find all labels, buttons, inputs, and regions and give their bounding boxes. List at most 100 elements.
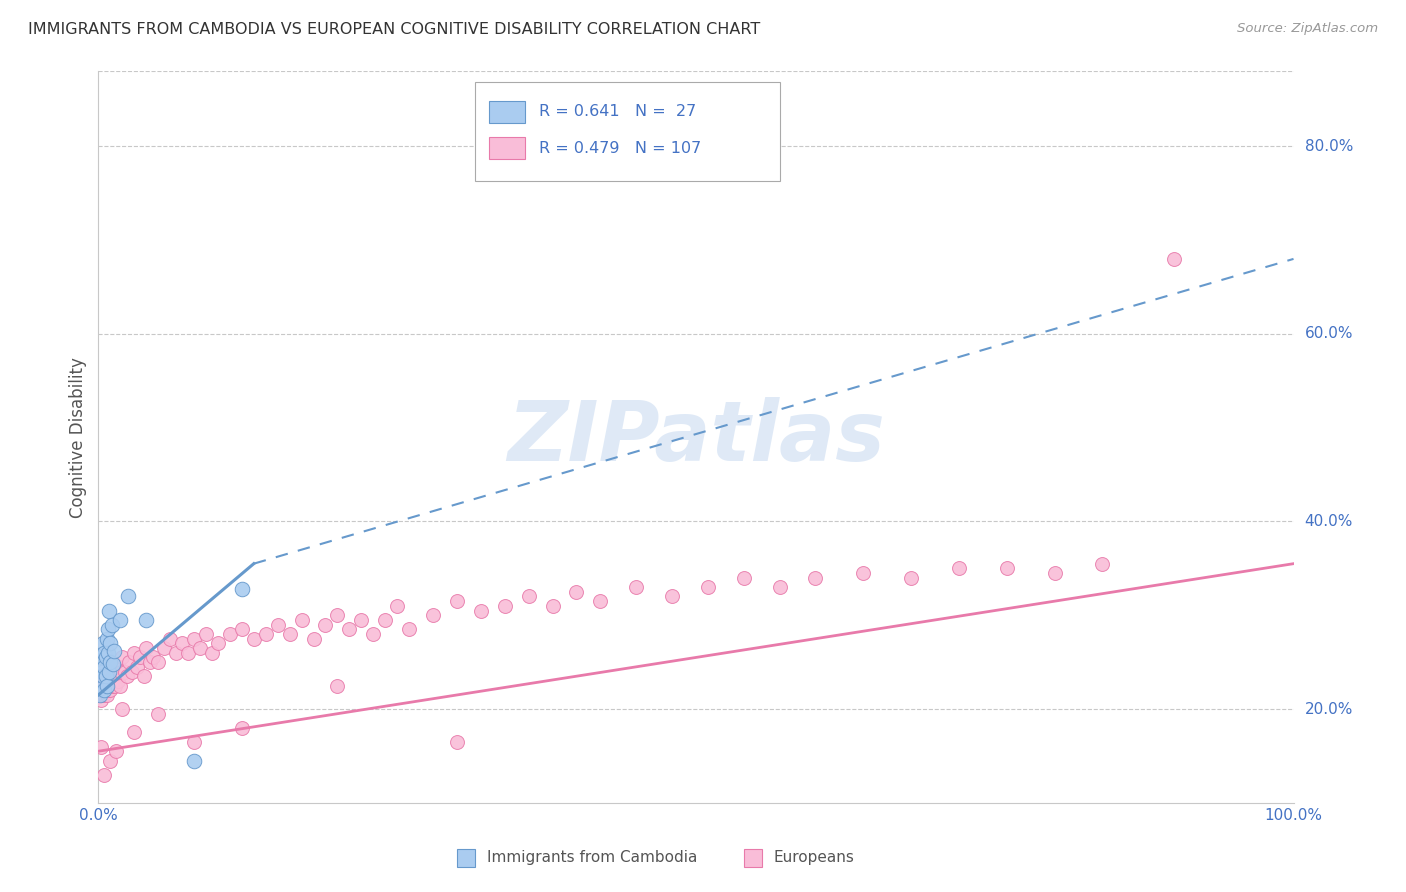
- Point: [98, 636, 122, 650]
- Point: [97, 669, 120, 683]
- Point: [93, 688, 115, 702]
- Point: [94, 669, 117, 683]
- Point: [398, 623, 420, 637]
- Point: [107, 660, 129, 674]
- Point: [183, 632, 205, 646]
- Point: [103, 665, 125, 679]
- Point: [94, 683, 117, 698]
- Point: [132, 669, 155, 683]
- Bar: [489, 101, 524, 122]
- Point: [339, 623, 361, 637]
- Point: [517, 590, 540, 604]
- Point: [422, 608, 444, 623]
- Point: [948, 561, 970, 575]
- Point: [97, 683, 120, 698]
- Point: [96, 673, 118, 688]
- Point: [363, 627, 385, 641]
- Point: [804, 571, 827, 585]
- Point: [139, 655, 162, 669]
- Point: [89, 679, 111, 693]
- Point: [243, 632, 266, 646]
- Point: [470, 603, 492, 617]
- Point: [98, 683, 122, 698]
- Point: [142, 650, 165, 665]
- Point: [100, 617, 122, 632]
- Point: [148, 655, 170, 669]
- Point: [315, 617, 337, 632]
- Point: [101, 657, 124, 671]
- Point: [541, 599, 564, 613]
- Point: [374, 613, 396, 627]
- Point: [98, 655, 122, 669]
- Point: [91, 683, 114, 698]
- Point: [446, 735, 468, 749]
- Point: [207, 636, 229, 650]
- Point: [90, 739, 112, 754]
- Point: [326, 608, 349, 623]
- Text: R = 0.479   N = 107: R = 0.479 N = 107: [540, 141, 702, 156]
- Point: [97, 679, 120, 693]
- Point: [494, 599, 516, 613]
- Point: [93, 646, 115, 660]
- Text: 40.0%: 40.0%: [1305, 514, 1353, 529]
- Y-axis label: Cognitive Disability: Cognitive Disability: [69, 357, 87, 517]
- Text: 60.0%: 60.0%: [1305, 326, 1353, 342]
- Point: [1091, 557, 1114, 571]
- Point: [93, 767, 115, 781]
- Point: [108, 679, 131, 693]
- Point: [231, 623, 253, 637]
- Point: [90, 681, 112, 696]
- Point: [93, 660, 115, 674]
- Point: [91, 669, 114, 683]
- Text: Immigrants from Cambodia: Immigrants from Cambodia: [486, 850, 697, 865]
- Point: [94, 650, 117, 665]
- Point: [302, 632, 325, 646]
- Point: [97, 623, 120, 637]
- Point: [91, 665, 114, 679]
- Point: [91, 679, 114, 693]
- Text: 80.0%: 80.0%: [1305, 139, 1353, 154]
- Point: [231, 582, 253, 596]
- Point: [90, 692, 112, 706]
- Point: [1163, 252, 1185, 266]
- Point: [97, 646, 120, 660]
- Point: [103, 644, 125, 658]
- Point: [697, 580, 720, 594]
- Point: [105, 744, 128, 758]
- Point: [101, 673, 124, 688]
- Point: [96, 679, 118, 693]
- Text: 20.0%: 20.0%: [1305, 701, 1353, 716]
- Point: [201, 646, 224, 660]
- Point: [118, 655, 141, 669]
- Point: [768, 580, 790, 594]
- Point: [91, 669, 114, 683]
- Point: [96, 688, 118, 702]
- Point: [110, 665, 132, 679]
- Point: [326, 679, 349, 693]
- Point: [98, 669, 122, 683]
- Point: [101, 660, 124, 674]
- Point: [148, 706, 170, 721]
- Point: [107, 673, 129, 688]
- Point: [96, 660, 118, 674]
- Point: [165, 646, 187, 660]
- Point: [89, 688, 111, 702]
- Point: [98, 655, 122, 669]
- Point: [565, 584, 588, 599]
- Point: [135, 613, 157, 627]
- Point: [350, 613, 373, 627]
- Point: [98, 603, 121, 617]
- Point: [111, 650, 134, 665]
- Point: [115, 669, 138, 683]
- Point: [91, 688, 114, 702]
- Point: [135, 641, 157, 656]
- Point: [129, 650, 152, 665]
- Text: IMMIGRANTS FROM CAMBODIA VS EUROPEAN COGNITIVE DISABILITY CORRELATION CHART: IMMIGRANTS FROM CAMBODIA VS EUROPEAN COG…: [28, 22, 761, 37]
- Point: [91, 665, 114, 679]
- Point: [121, 665, 143, 679]
- Point: [852, 566, 875, 580]
- Point: [900, 571, 922, 585]
- Point: [661, 590, 683, 604]
- Point: [231, 721, 253, 735]
- Point: [98, 673, 121, 688]
